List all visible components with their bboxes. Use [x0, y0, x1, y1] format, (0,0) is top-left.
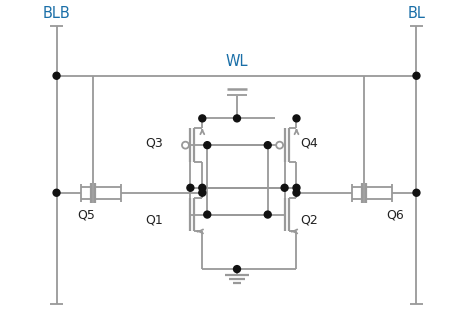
Circle shape	[293, 189, 300, 196]
Circle shape	[199, 115, 206, 122]
Circle shape	[293, 184, 300, 191]
Circle shape	[234, 266, 240, 273]
Circle shape	[199, 184, 206, 191]
Circle shape	[413, 72, 420, 79]
Circle shape	[293, 115, 300, 122]
Text: Q1: Q1	[145, 213, 163, 226]
Text: Q5: Q5	[77, 208, 95, 221]
Text: BLB: BLB	[43, 6, 71, 21]
Circle shape	[264, 211, 271, 218]
Text: Q2: Q2	[301, 213, 318, 226]
Text: Q3: Q3	[145, 137, 163, 150]
Text: Q4: Q4	[301, 137, 318, 150]
Text: Q6: Q6	[387, 208, 404, 221]
Circle shape	[53, 189, 60, 196]
Circle shape	[281, 184, 288, 191]
Circle shape	[204, 142, 211, 149]
Text: WL: WL	[226, 54, 248, 69]
Circle shape	[413, 189, 420, 196]
Circle shape	[234, 115, 240, 122]
Circle shape	[204, 211, 211, 218]
Circle shape	[187, 184, 194, 191]
Circle shape	[199, 189, 206, 196]
Text: BL: BL	[408, 6, 425, 21]
Circle shape	[264, 142, 271, 149]
Circle shape	[53, 72, 60, 79]
